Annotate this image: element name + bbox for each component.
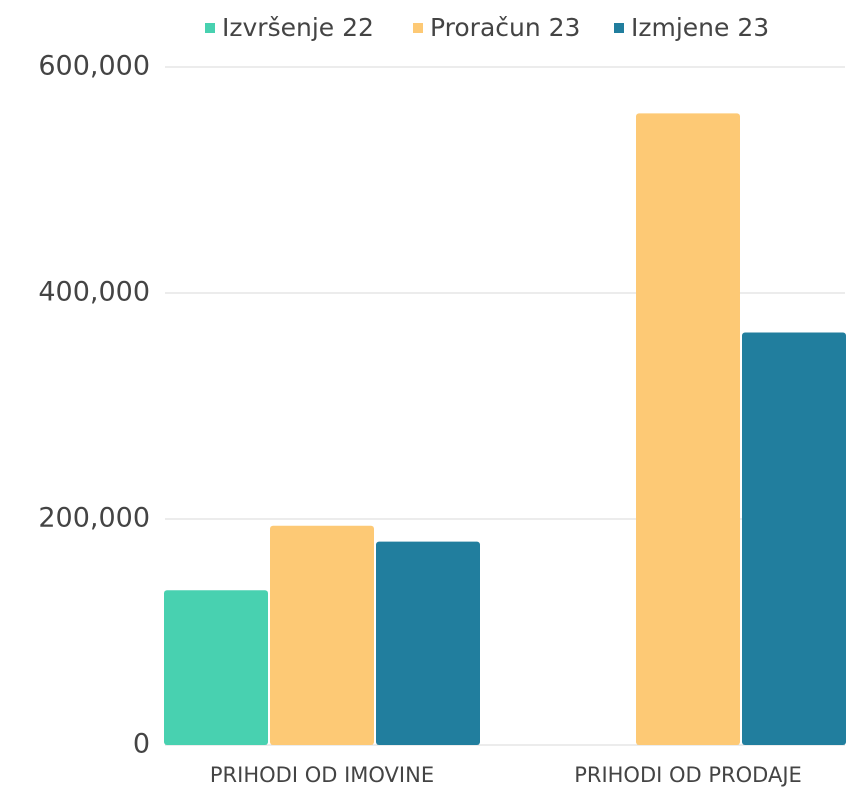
legend-label: Proračun 23 [430, 13, 580, 42]
legend-label: Izmjene 23 [631, 13, 769, 42]
y-tick-label: 600,000 [38, 51, 150, 82]
legend-swatch [614, 23, 624, 33]
legend-label: Izvršenje 22 [222, 13, 374, 42]
x-tick-label: PRIHODI OD PRODAJE [574, 763, 802, 787]
legend-swatch [413, 23, 423, 33]
y-tick-label: 0 [133, 729, 150, 760]
y-tick-label: 200,000 [38, 503, 150, 534]
bar [636, 113, 740, 745]
y-tick-label: 400,000 [38, 277, 150, 308]
bar [164, 590, 268, 745]
x-tick-label: PRIHODI OD IMOVINE [210, 763, 434, 787]
bar [376, 541, 480, 745]
bar [270, 525, 374, 745]
legend-swatch [205, 23, 215, 33]
bar [742, 332, 846, 745]
